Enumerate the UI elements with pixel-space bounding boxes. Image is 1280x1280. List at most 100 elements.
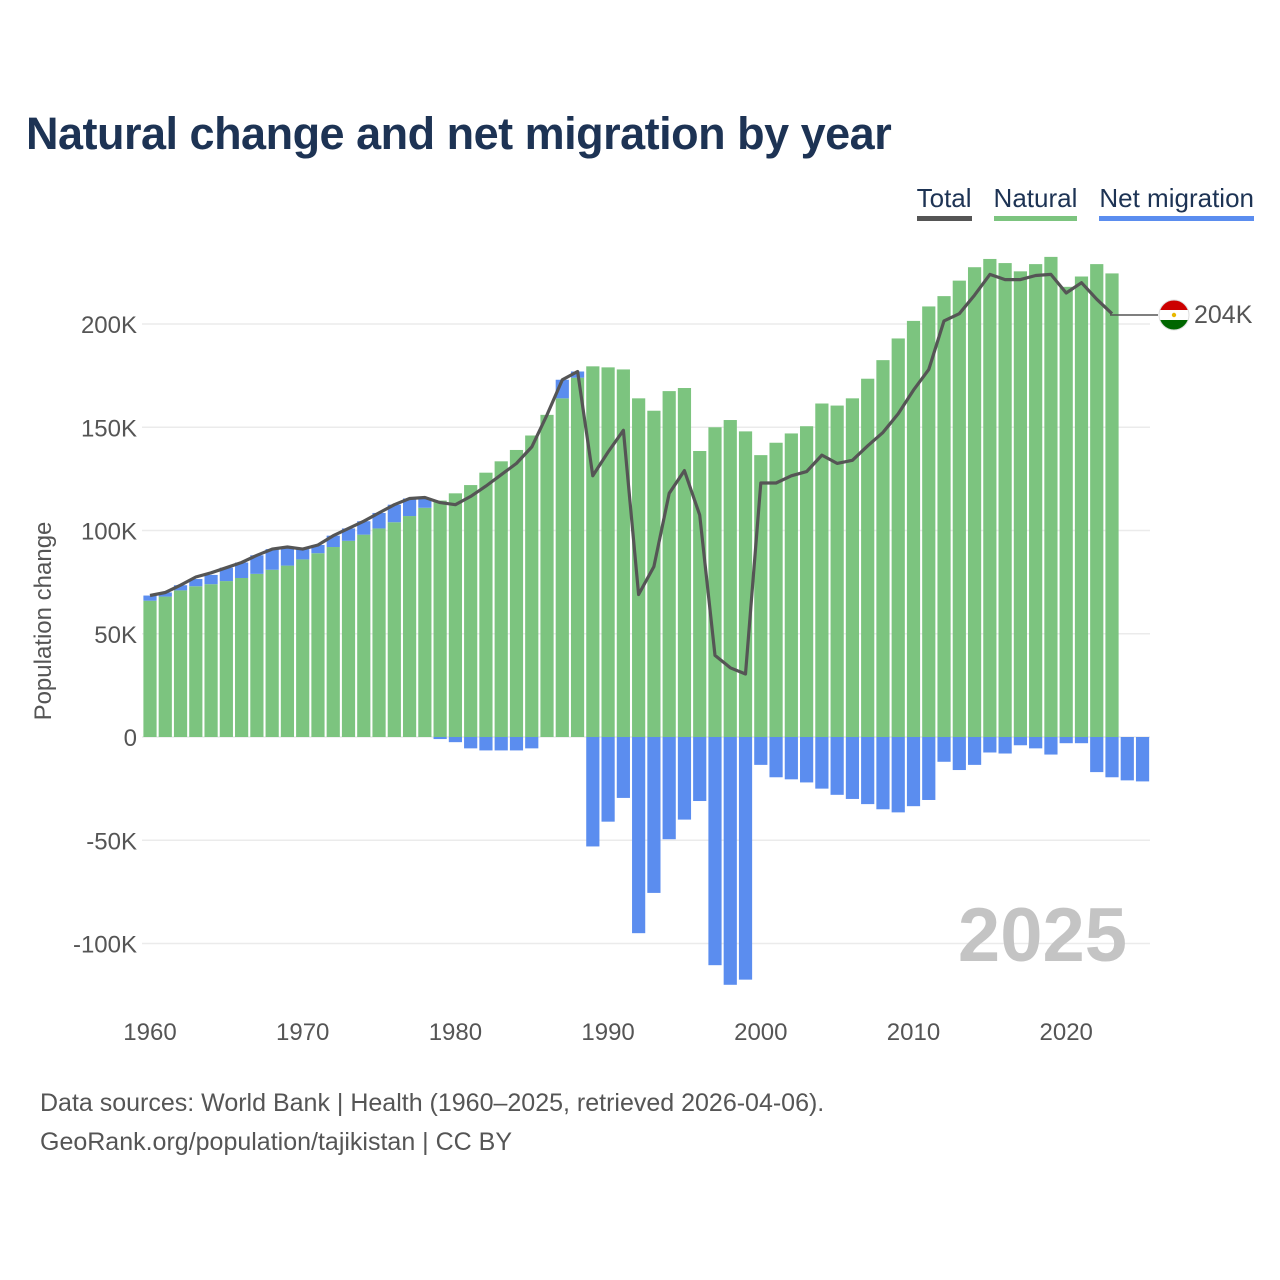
bar-net-migration[interactable] [647,737,661,893]
bar-net-migration[interactable] [876,737,890,810]
bar-net-migration[interactable] [861,737,875,805]
bar-natural[interactable] [784,433,798,737]
bar-natural[interactable] [632,398,646,737]
bar-natural[interactable] [464,485,478,737]
bar-natural[interactable] [693,450,707,737]
bar-net-migration[interactable] [769,737,783,778]
bar-net-migration[interactable] [494,737,508,751]
bar-net-migration[interactable] [922,737,936,800]
bar-natural[interactable] [296,559,310,737]
bar-net-migration[interactable] [326,535,340,548]
bar-net-migration[interactable] [372,512,386,529]
bar-net-migration[interactable] [723,737,737,985]
bar-net-migration[interactable] [1105,737,1119,778]
bar-natural[interactable] [738,431,753,737]
bar-natural[interactable] [1074,276,1089,737]
legend-net-migration[interactable]: Net migration [1099,183,1254,221]
bar-natural[interactable] [769,442,783,737]
bar-natural[interactable] [219,581,233,737]
bar-natural[interactable] [387,522,401,737]
bar-net-migration[interactable] [311,544,325,554]
bar-natural[interactable] [479,472,493,737]
bar-net-migration[interactable] [754,737,768,765]
bar-net-migration[interactable] [143,595,157,601]
bar-natural[interactable] [601,367,615,737]
bar-natural[interactable] [647,410,661,737]
bar-net-migration[interactable] [357,521,371,535]
bar-natural[interactable] [708,427,722,737]
bar-natural[interactable] [143,600,157,737]
bar-net-migration[interactable] [509,737,524,751]
bar-natural[interactable] [1059,286,1073,737]
bar-natural[interactable] [876,360,890,737]
bar-natural[interactable] [983,258,997,737]
bar-natural[interactable] [525,435,539,737]
attribution-link[interactable]: GeoRank.org/population/tajikistan | CC B… [40,1128,513,1156]
bar-natural[interactable] [952,280,966,737]
bar-natural[interactable] [448,493,462,737]
bar-net-migration[interactable] [479,737,493,751]
bar-net-migration[interactable] [845,737,860,799]
bar-net-migration[interactable] [906,737,921,807]
bar-net-migration[interactable] [967,737,982,765]
bar-natural[interactable] [677,388,692,737]
bar-net-migration[interactable] [1074,737,1089,744]
bar-net-migration[interactable] [708,737,722,966]
bar-net-migration[interactable] [1059,737,1073,744]
bar-net-migration[interactable] [418,498,432,508]
bar-natural[interactable] [967,267,982,737]
bar-net-migration[interactable] [387,504,401,523]
bar-net-migration[interactable] [296,549,310,560]
bar-net-migration[interactable] [433,737,447,740]
bar-net-migration[interactable] [998,737,1012,754]
bar-net-migration[interactable] [219,567,233,582]
bar-natural[interactable] [616,369,630,737]
bar-net-migration[interactable] [402,498,417,517]
bar-natural[interactable] [341,540,356,737]
bar-natural[interactable] [265,569,279,737]
bar-natural[interactable] [311,553,325,737]
bar-net-migration[interactable] [235,562,249,578]
bar-net-migration[interactable] [265,549,279,570]
bar-net-migration[interactable] [250,555,264,574]
bar-net-migration[interactable] [693,737,707,802]
bar-net-migration[interactable] [1120,737,1134,781]
bar-natural[interactable] [235,577,249,737]
bar-net-migration[interactable] [800,737,814,783]
total-line[interactable] [149,272,1114,676]
bar-net-migration[interactable] [1090,737,1104,773]
bar-net-migration[interactable] [448,737,462,743]
bar-natural[interactable] [1090,264,1104,737]
bar-natural[interactable] [723,420,737,737]
bar-net-migration[interactable] [1044,737,1058,755]
bar-net-migration[interactable] [158,592,172,597]
bar-net-migration[interactable] [738,737,753,980]
bar-net-migration[interactable] [952,737,966,771]
bar-natural[interactable] [570,377,585,737]
bar-natural[interactable] [280,565,295,737]
bar-net-migration[interactable] [815,737,829,789]
bar-natural[interactable] [158,596,172,737]
bar-natural[interactable] [540,414,554,737]
bar-net-migration[interactable] [189,579,203,587]
bar-natural[interactable] [372,528,386,737]
bar-natural[interactable] [189,586,203,737]
bar-natural[interactable] [433,500,447,737]
bar-natural[interactable] [1044,256,1058,737]
bar-natural[interactable] [662,391,676,737]
bar-natural[interactable] [586,366,600,737]
bar-net-migration[interactable] [891,737,905,813]
legend-total[interactable]: Total [916,183,972,221]
bar-net-migration[interactable] [204,574,218,585]
bar-natural[interactable] [326,547,340,737]
bar-net-migration[interactable] [1029,737,1043,749]
bar-natural[interactable] [1029,264,1043,737]
bar-natural[interactable] [402,516,417,737]
bar-natural[interactable] [830,405,844,737]
bar-net-migration[interactable] [525,737,539,749]
bar-net-migration[interactable] [586,737,600,847]
bar-natural[interactable] [800,426,814,737]
bar-natural[interactable] [1013,271,1027,737]
bar-natural[interactable] [891,338,905,737]
bar-net-migration[interactable] [677,737,692,820]
